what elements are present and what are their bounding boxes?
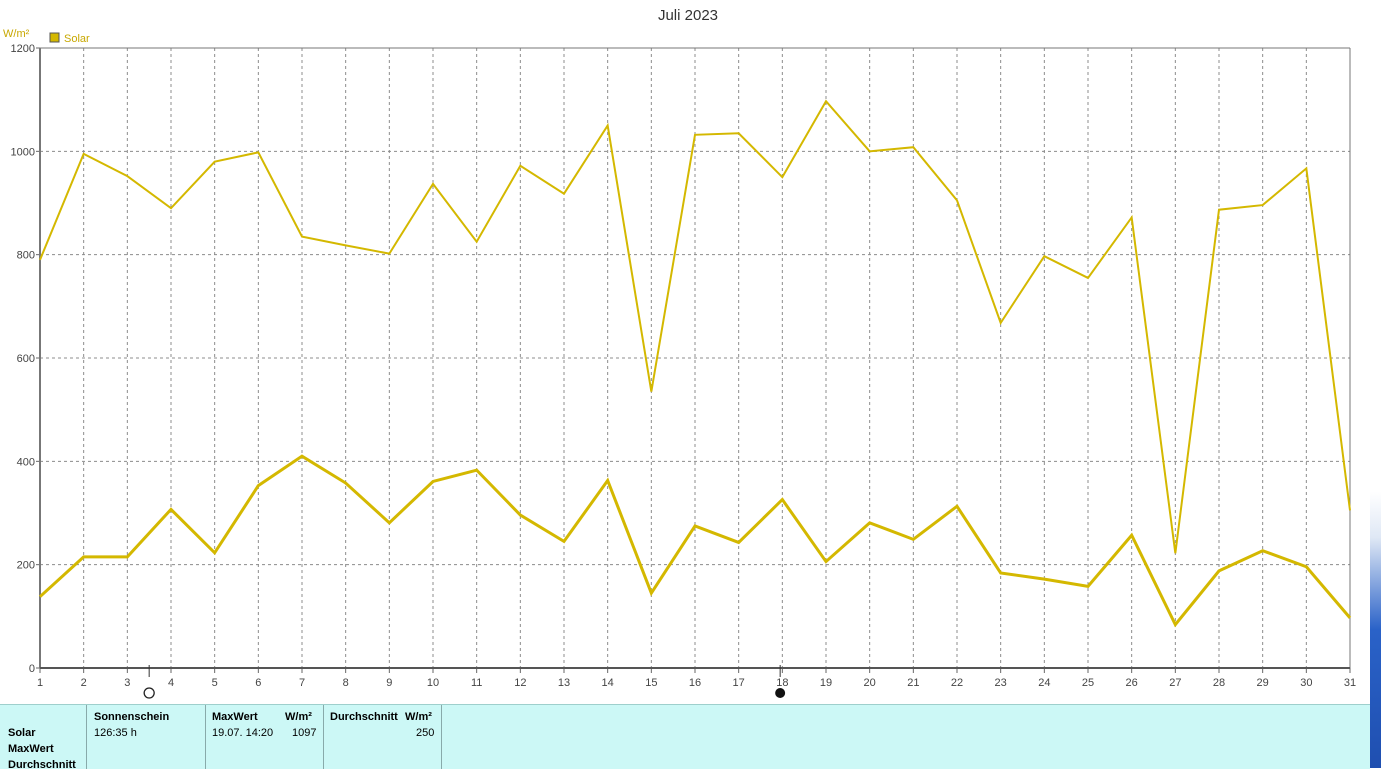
x-tick-label: 6 (255, 677, 261, 689)
solar-mean-line (38, 454, 1352, 628)
new-moon-icon (775, 688, 786, 698)
x-tick-label: 31 (1344, 677, 1356, 689)
x-tick-label: 2 (81, 677, 87, 689)
y-tick-label: 800 (17, 250, 35, 262)
y-tick-label: 1000 (11, 146, 35, 158)
x-tick-label: 7 (299, 677, 305, 689)
x-tick-label: 17 (733, 677, 745, 689)
x-tick-label: 19 (820, 677, 832, 689)
x-tick-label: 16 (689, 677, 701, 689)
solar-max-line (39, 99, 1351, 554)
avg-column: Durchschnitt W/m² 250 (324, 705, 442, 769)
summary-panel: Solar MaxWert Durchschnitt Sonnenschein … (0, 704, 1370, 771)
sunshine-value: 126:35 h (94, 727, 137, 739)
legend-swatch (49, 32, 60, 43)
sunshine-header: Sonnenschein (94, 711, 170, 723)
max-unit: W/m² (285, 711, 312, 723)
avg-header: Durchschnitt (330, 711, 398, 723)
x-tick-label: 30 (1300, 677, 1312, 689)
x-tick-label: 12 (514, 677, 526, 689)
max-column: MaxWert W/m² 19.07. 14:20 1097 (206, 705, 324, 769)
series-lines (38, 99, 1352, 628)
y-tick-label: 1200 (11, 43, 35, 55)
y-tick-label: 600 (17, 353, 35, 365)
x-tick-label: 24 (1038, 677, 1050, 689)
chart-title: Juli 2023 (658, 7, 718, 24)
y-tick-label: 200 (17, 560, 35, 572)
x-tick-label: 5 (212, 677, 218, 689)
x-tick-label: 3 (124, 677, 130, 689)
moon-phase-markers (143, 665, 786, 699)
summary-row-solar: Solar (8, 727, 36, 739)
x-tick-label: 29 (1257, 677, 1269, 689)
y-tick-label: 400 (17, 456, 35, 468)
max-datetime: 19.07. 14:20 (212, 727, 274, 739)
x-tick-label: 25 (1082, 677, 1094, 689)
x-tick-label: 22 (951, 677, 963, 689)
legend-label: Solar (64, 33, 90, 45)
summary-label-column: Solar MaxWert Durchschnitt (0, 705, 87, 771)
x-tick-label: 28 (1213, 677, 1225, 689)
grid (40, 48, 1350, 668)
x-tick-label: 1 (37, 677, 43, 689)
avg-value: 250 (416, 727, 435, 739)
summary-row-durchschnitt: Durchschnitt (8, 759, 76, 771)
x-tick-label: 21 (907, 677, 919, 689)
avg-unit: W/m² (405, 711, 432, 723)
axes: 1 2 3 4 5 6 7 8 9 10 11 12 13 14 15 16 17 18 19 20 21 22 23 24 2… (11, 43, 1357, 689)
x-tick-label: 4 (168, 677, 174, 689)
x-tick-label: 15 (645, 677, 657, 689)
window-edge (1370, 0, 1381, 768)
max-value: 1097 (292, 727, 317, 739)
x-tick-label: 8 (343, 677, 349, 689)
full-moon-icon (143, 687, 155, 699)
x-tick-label: 26 (1126, 677, 1138, 689)
x-tick-label: 23 (995, 677, 1007, 689)
x-tick-label: 27 (1169, 677, 1181, 689)
max-header: MaxWert (212, 711, 258, 723)
x-tick-label: 13 (558, 677, 570, 689)
y-unit-label: W/m² (3, 28, 30, 40)
x-tick-label: 11 (471, 677, 482, 689)
solar-chart: Juli 2023 W/m² Solar 1 2 3 4 5 6 7 8 9 10 11 12 13 14… (3, 7, 1357, 699)
x-tick-label: 20 (864, 677, 876, 689)
sunshine-column: Sonnenschein 126:35 h (87, 705, 206, 769)
x-tick-label: 14 (602, 677, 614, 689)
y-tick-label: 0 (29, 663, 35, 675)
x-tick-label: 10 (427, 677, 439, 689)
summary-row-maxwert: MaxWert (8, 743, 54, 755)
x-tick-label: 18 (776, 677, 788, 689)
x-tick-label: 9 (386, 677, 392, 689)
